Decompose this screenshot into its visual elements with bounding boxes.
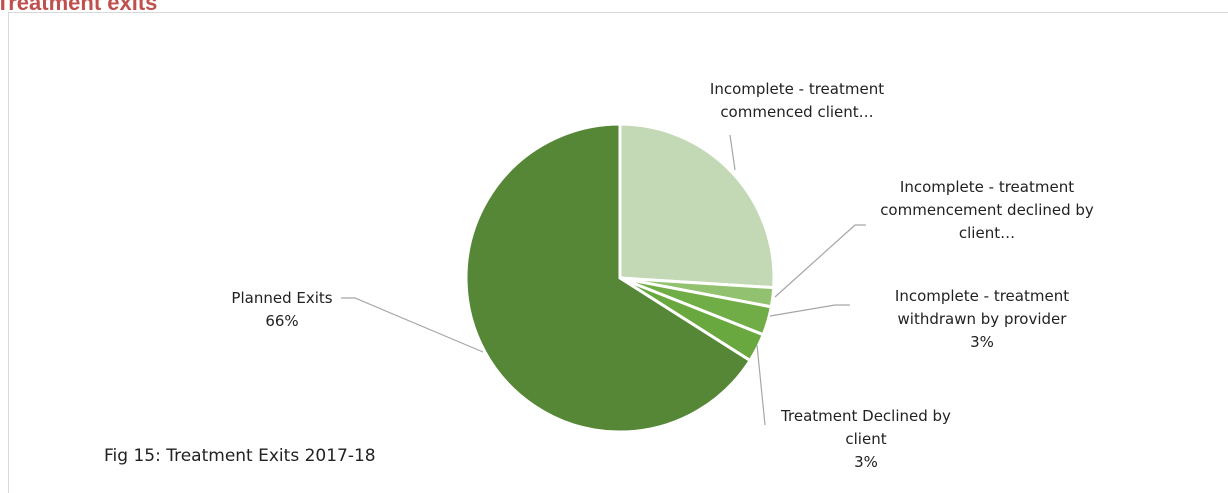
heading: Treatment exits — [0, 0, 158, 15]
pie-slice — [618, 122, 776, 290]
slice-label: Incomplete - treatment commencement decl… — [880, 178, 1094, 242]
pie-slice — [464, 122, 753, 434]
value-label: 66% — [265, 312, 299, 330]
leader-line — [756, 344, 766, 426]
slice-label: Treatment Declined by client — [781, 407, 951, 448]
leader-line — [769, 304, 850, 317]
leader-line — [774, 224, 866, 298]
leader-line — [729, 134, 736, 171]
chart-frame — [8, 12, 1228, 493]
slice-label: Planned Exits — [231, 289, 333, 307]
leader-line — [341, 297, 484, 353]
chart — [341, 122, 866, 434]
slice-label: Incomplete - treatment withdrawn by prov… — [894, 287, 1070, 328]
slice-label: Incomplete - treatment commenced client… — [709, 80, 885, 121]
value-label: 3% — [970, 333, 994, 351]
caption: Fig 15: Treatment Exits 2017-18 — [104, 446, 376, 466]
value-label: 3% — [854, 453, 878, 471]
